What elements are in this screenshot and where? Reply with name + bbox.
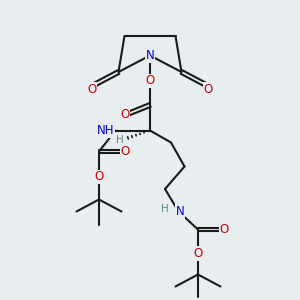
Text: O: O — [146, 74, 154, 88]
Text: O: O — [120, 107, 129, 121]
Text: H: H — [116, 135, 124, 145]
Text: O: O — [204, 82, 213, 96]
Text: O: O — [87, 82, 96, 96]
Text: N: N — [146, 49, 154, 62]
Text: NH: NH — [97, 124, 114, 137]
Text: O: O — [194, 247, 202, 260]
Text: N: N — [176, 205, 184, 218]
Text: O: O — [121, 145, 130, 158]
Text: O: O — [94, 170, 103, 184]
Text: H: H — [161, 204, 169, 214]
Text: O: O — [220, 223, 229, 236]
